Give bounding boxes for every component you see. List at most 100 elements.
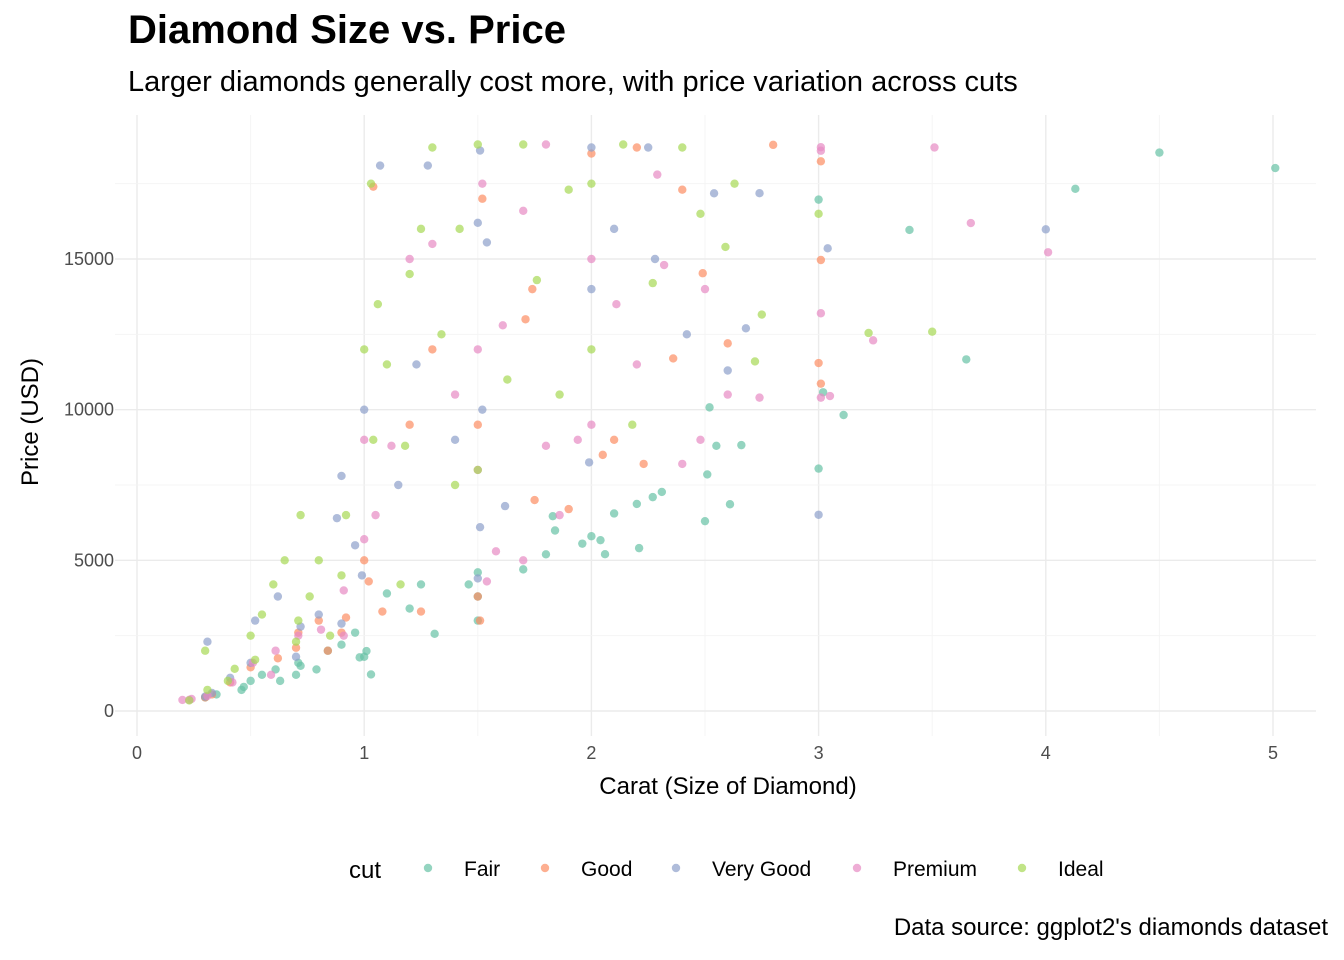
point-fair (700, 516, 710, 526)
point-very-good (650, 254, 660, 264)
point-premium (723, 390, 732, 399)
legend-key-premium (852, 863, 862, 873)
point-very-good (273, 592, 283, 601)
point-fair (246, 676, 255, 686)
point-good (632, 143, 642, 152)
point-ideal (450, 480, 460, 490)
point-fair (839, 410, 848, 420)
point-premium (612, 300, 621, 309)
point-good (768, 140, 778, 150)
point-ideal (200, 646, 210, 655)
point-fair (550, 526, 560, 535)
point-very-good (360, 405, 369, 414)
point-good (378, 607, 387, 616)
point-very-good (1041, 225, 1051, 234)
legend-key-ideal (1017, 863, 1027, 873)
point-ideal (291, 637, 301, 646)
point-very-good (709, 189, 719, 198)
chart-caption: Data source: ggplot2's diamonds dataset (893, 914, 1328, 941)
point-ideal (564, 185, 573, 194)
point-ideal (628, 420, 637, 429)
point-fair (657, 487, 667, 497)
point-premium (678, 459, 687, 469)
legend-label-premium: Premium (893, 858, 977, 881)
point-ideal (369, 435, 378, 444)
point-fair (337, 640, 346, 649)
point-ideal (678, 143, 687, 152)
y-tick-label: 5000 (74, 550, 114, 570)
point-fair (737, 440, 746, 450)
point-good (678, 185, 687, 194)
point-fair (291, 670, 301, 680)
point-fair (1155, 148, 1164, 157)
point-fair (275, 676, 285, 686)
point-premium (696, 435, 705, 444)
point-premium (450, 390, 460, 399)
point-ideal (864, 328, 873, 338)
point-ideal (337, 571, 346, 580)
point-ideal (250, 655, 260, 664)
point-ideal (532, 275, 542, 285)
x-tick-label: 3 (814, 743, 824, 763)
point-fair (587, 532, 596, 541)
point-very-good (644, 143, 653, 152)
point-premium (930, 143, 939, 152)
point-premium (966, 218, 976, 228)
point-fair (541, 550, 551, 559)
point-fair (519, 565, 528, 574)
point-ideal (280, 556, 289, 565)
point-ideal (519, 140, 528, 149)
point-fair (366, 670, 376, 679)
point-very-good (375, 161, 385, 170)
point-premium (473, 345, 482, 354)
point-very-good (587, 143, 596, 152)
point-good (530, 495, 539, 505)
data-points (178, 140, 1280, 705)
point-premium (541, 140, 551, 149)
point-ideal (587, 345, 596, 354)
point-good (473, 592, 482, 601)
point-very-good (337, 619, 346, 628)
point-good (405, 420, 414, 429)
point-fair (596, 535, 605, 545)
point-fair (632, 499, 642, 509)
point-good (609, 435, 619, 444)
point-ideal (314, 556, 323, 565)
point-ideal (416, 224, 426, 234)
point-fair (962, 355, 971, 364)
point-fair (362, 646, 371, 656)
x-tick-label: 2 (586, 743, 596, 763)
point-fair (600, 550, 610, 559)
x-tick-label: 4 (1041, 743, 1051, 763)
point-premium (405, 254, 414, 264)
point-good (816, 255, 826, 265)
point-fair (382, 589, 392, 598)
point-ideal (373, 300, 383, 309)
y-tick-label: 0 (104, 701, 114, 721)
point-ideal (382, 360, 392, 369)
point-good (521, 315, 530, 324)
point-premium (316, 625, 326, 634)
point-fair (578, 539, 587, 548)
point-fair (473, 568, 482, 577)
point-fair (312, 665, 321, 674)
legend-label-ideal: Ideal (1058, 858, 1104, 881)
point-very-good (587, 284, 596, 294)
point-ideal (257, 610, 267, 619)
point-ideal (555, 390, 564, 399)
point-premium (1043, 248, 1053, 257)
point-fair (350, 628, 360, 637)
point-fair (1271, 163, 1280, 173)
x-axis-title: Carat (Size of Diamond) (599, 773, 856, 800)
point-ideal (405, 269, 414, 279)
point-good (698, 269, 707, 278)
point-fair (257, 670, 267, 680)
point-good (273, 654, 283, 663)
point-ideal (341, 510, 351, 520)
point-good (314, 616, 323, 625)
point-premium (491, 547, 501, 556)
point-ideal (437, 330, 446, 339)
point-very-good (584, 458, 594, 467)
point-ideal (294, 616, 303, 625)
